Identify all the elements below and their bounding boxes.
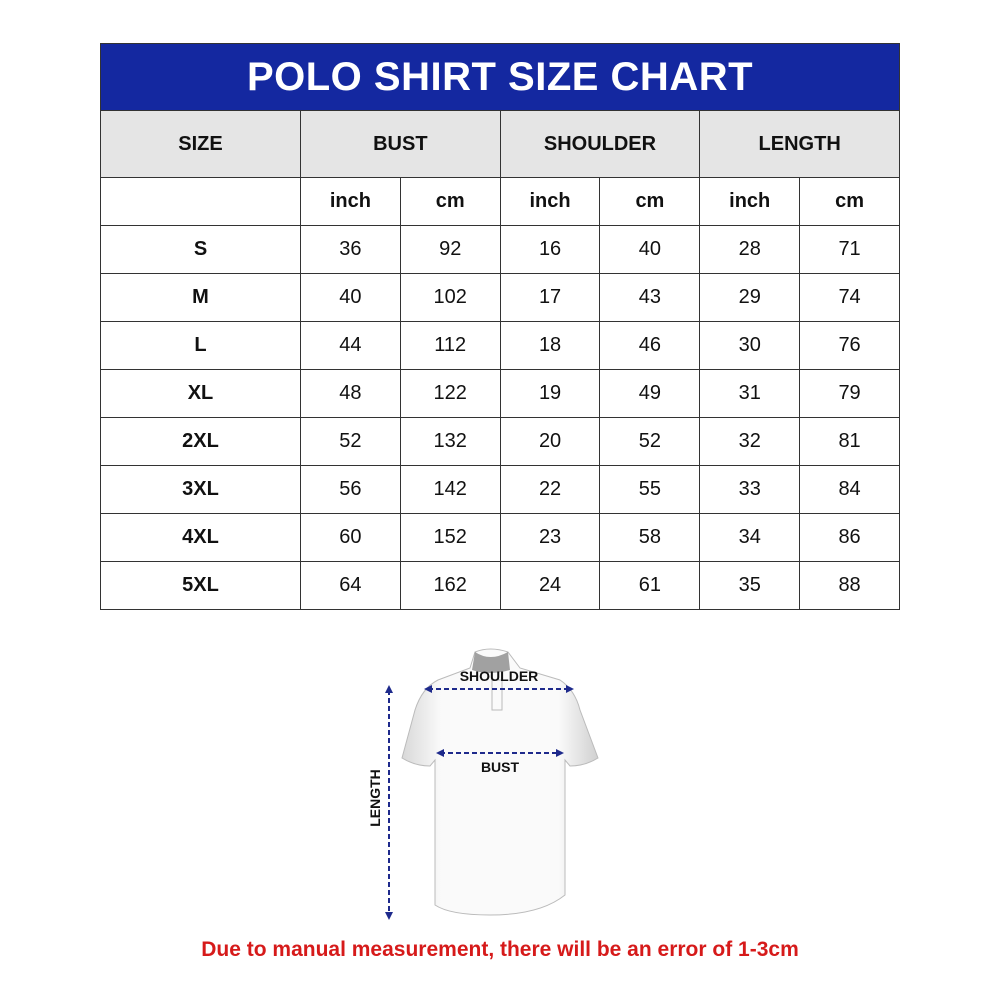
value-cell: 84 [799,465,900,514]
measurement-note: Due to manual measurement, there will be… [201,938,799,961]
value-cell: 18 [499,321,601,370]
value-cell: 31 [699,369,801,418]
value-cell: 43 [599,273,701,322]
value-cell: 52 [300,417,401,466]
table-row: 5XL 64 162 24 61 35 88 [100,561,900,610]
header-length: LENGTH [699,110,900,178]
value-cell: 132 [399,417,501,466]
size-cell: S [100,225,301,274]
unit-label: inch [300,177,401,226]
value-cell: 152 [399,513,501,562]
table-row: 2XL 52 132 20 52 32 81 [100,417,900,466]
value-cell: 20 [499,417,601,466]
value-cell: 52 [599,417,701,466]
shirt-icon [401,648,599,916]
value-cell: 81 [799,417,900,466]
value-cell: 34 [699,513,801,562]
value-cell: 55 [599,465,701,514]
value-cell: 58 [599,513,701,562]
unit-blank [100,177,301,226]
value-cell: 46 [599,321,701,370]
value-cell: 86 [799,513,900,562]
size-cell: M [100,273,301,322]
value-cell: 44 [300,321,401,370]
length-label: LENGTH [367,769,383,827]
size-cell: 4XL [100,513,301,562]
size-cell: 3XL [100,465,301,514]
unit-label: inch [699,177,801,226]
size-chart-table: POLO SHIRT SIZE CHART SIZE BUST SHOULDER… [100,43,900,610]
table-row: S 36 92 16 40 28 71 [100,225,900,274]
table-row: M 40 102 17 43 29 74 [100,273,900,322]
value-cell: 142 [399,465,501,514]
value-cell: 92 [399,225,501,274]
value-cell: 60 [300,513,401,562]
header-shoulder: SHOULDER [499,110,701,178]
table-row: XL 48 122 19 49 31 79 [100,369,900,418]
unit-label: cm [599,177,701,226]
value-cell: 32 [699,417,801,466]
value-cell: 19 [499,369,601,418]
header-bust: BUST [300,110,501,178]
chart-title: POLO SHIRT SIZE CHART [100,43,900,111]
size-cell: 2XL [100,417,301,466]
unit-label: inch [499,177,601,226]
value-cell: 24 [499,561,601,610]
value-cell: 79 [799,369,900,418]
value-cell: 74 [799,273,900,322]
value-cell: 88 [799,561,900,610]
table-row: 3XL 56 142 22 55 33 84 [100,465,900,514]
value-cell: 76 [799,321,900,370]
value-cell: 40 [300,273,401,322]
value-cell: 112 [399,321,501,370]
shoulder-label: SHOULDER [460,668,539,684]
value-cell: 16 [499,225,601,274]
value-cell: 28 [699,225,801,274]
unit-label: cm [399,177,501,226]
shirt-diagram: SHOULDER BUST LENGTH [367,648,599,920]
value-cell: 64 [300,561,401,610]
value-cell: 48 [300,369,401,418]
header-size: SIZE [100,110,301,178]
size-cell: 5XL [100,561,301,610]
unit-label: cm [799,177,900,226]
value-cell: 71 [799,225,900,274]
value-cell: 61 [599,561,701,610]
value-cell: 162 [399,561,501,610]
value-cell: 17 [499,273,601,322]
value-cell: 36 [300,225,401,274]
value-cell: 122 [399,369,501,418]
value-cell: 29 [699,273,801,322]
value-cell: 33 [699,465,801,514]
value-cell: 56 [300,465,401,514]
value-cell: 35 [699,561,801,610]
bust-label: BUST [481,759,520,775]
size-cell: XL [100,369,301,418]
table-row: 4XL 60 152 23 58 34 86 [100,513,900,562]
value-cell: 49 [599,369,701,418]
value-cell: 30 [699,321,801,370]
size-cell: L [100,321,301,370]
table-row: L 44 112 18 46 30 76 [100,321,900,370]
value-cell: 22 [499,465,601,514]
value-cell: 23 [499,513,601,562]
value-cell: 102 [399,273,501,322]
value-cell: 40 [599,225,701,274]
